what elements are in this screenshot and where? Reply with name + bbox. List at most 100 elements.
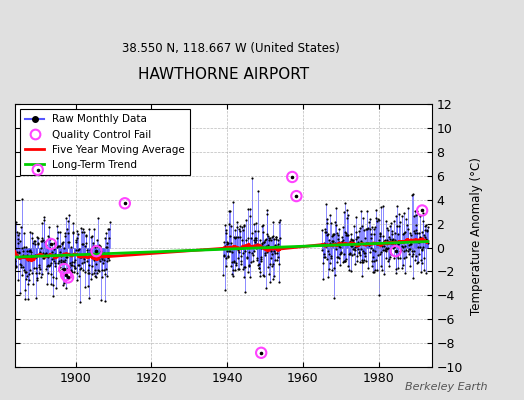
Point <box>17 245 26 252</box>
Point <box>381 244 390 251</box>
Point <box>104 254 112 261</box>
Point <box>18 195 26 202</box>
Point <box>257 350 265 356</box>
Point <box>13 229 21 235</box>
Point <box>418 229 426 235</box>
Point <box>18 272 26 278</box>
Point <box>232 218 241 225</box>
Point <box>97 249 106 256</box>
Point <box>337 250 345 256</box>
Point <box>35 264 43 270</box>
Point <box>252 245 260 252</box>
Point <box>357 238 365 244</box>
Point <box>239 250 247 256</box>
Point <box>407 238 416 245</box>
Point <box>418 246 427 252</box>
Point <box>97 248 105 254</box>
Point <box>63 230 72 236</box>
Point <box>221 222 229 229</box>
Point <box>325 266 333 272</box>
Point <box>401 254 410 260</box>
Point <box>11 245 19 252</box>
Point <box>38 271 46 277</box>
Point <box>255 265 263 271</box>
Point <box>19 248 27 254</box>
Point <box>47 271 55 277</box>
Point <box>401 270 409 276</box>
Point <box>363 226 371 232</box>
Point <box>40 255 48 261</box>
Point <box>220 239 228 246</box>
Point <box>258 240 266 246</box>
Point <box>358 256 366 263</box>
Point <box>331 218 339 225</box>
Point <box>61 260 70 266</box>
Point <box>365 242 373 248</box>
Point <box>423 224 432 230</box>
Point <box>379 247 388 253</box>
Point <box>374 216 382 222</box>
Point <box>267 248 275 255</box>
Point <box>365 242 373 248</box>
Point <box>65 239 73 245</box>
Point <box>394 265 402 271</box>
Point <box>91 243 100 250</box>
Point <box>34 166 42 173</box>
Point <box>230 234 238 241</box>
Point <box>220 253 228 259</box>
Point <box>31 241 39 248</box>
Point <box>64 274 72 281</box>
Point <box>44 233 52 239</box>
Point <box>244 269 252 275</box>
Point <box>399 254 408 261</box>
Point <box>385 263 394 269</box>
Point <box>387 220 395 227</box>
Point <box>96 243 104 249</box>
Point <box>258 240 266 247</box>
Point <box>380 237 388 244</box>
Point <box>93 242 101 249</box>
Point <box>410 230 419 236</box>
Point <box>14 236 23 242</box>
Point <box>52 285 61 291</box>
Point <box>265 237 274 244</box>
Point <box>227 240 235 246</box>
Point <box>60 280 68 286</box>
Point <box>47 241 55 247</box>
Point <box>101 234 109 241</box>
Point <box>238 243 246 250</box>
Point <box>100 257 108 263</box>
Point <box>90 270 99 277</box>
Point <box>319 241 328 247</box>
Point <box>76 254 84 260</box>
Point <box>332 205 340 211</box>
Point <box>220 252 228 259</box>
Point <box>41 266 50 272</box>
Point <box>381 255 390 261</box>
Point <box>261 250 269 256</box>
Point <box>352 253 361 260</box>
Point <box>262 236 270 242</box>
Point <box>404 205 412 211</box>
Point <box>242 237 250 243</box>
Point <box>67 244 75 250</box>
Point <box>394 241 402 247</box>
Point <box>82 233 90 239</box>
Point <box>383 237 391 244</box>
Point <box>419 244 427 250</box>
Point <box>269 260 277 267</box>
Point <box>393 202 401 209</box>
Point <box>260 252 269 258</box>
Point <box>272 234 280 240</box>
Point <box>76 299 84 305</box>
Point <box>336 262 344 268</box>
Point <box>398 213 406 220</box>
Point <box>356 258 365 265</box>
Point <box>374 252 383 258</box>
Point <box>359 214 367 221</box>
Point <box>53 244 61 250</box>
Point <box>354 238 362 245</box>
Point <box>342 232 350 239</box>
Point <box>371 267 379 273</box>
Point <box>46 244 54 251</box>
